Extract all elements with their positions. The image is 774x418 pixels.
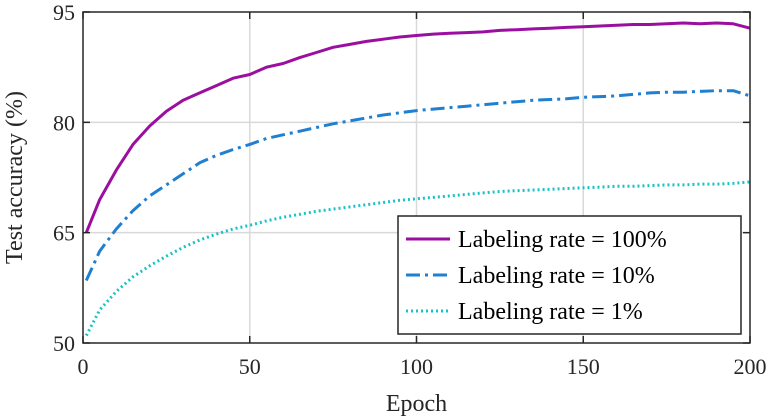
- y-tick-label: 50: [53, 331, 75, 356]
- x-tick-label: 150: [567, 354, 600, 379]
- x-axis-title: Epoch: [386, 391, 447, 417]
- legend-label-2: Labeling rate = 10%: [458, 263, 655, 289]
- x-tick-label: 0: [78, 354, 89, 379]
- legend-label-3: Labeling rate = 1%: [458, 299, 643, 325]
- x-tick-label: 50: [239, 354, 261, 379]
- x-tick-label: 200: [734, 354, 767, 379]
- series-lines: [84, 21, 751, 337]
- y-tick-label: 95: [53, 0, 75, 25]
- y-axis-title: Test accuracy (%): [2, 91, 28, 264]
- y-tick-label: 80: [53, 110, 75, 135]
- legend-box: [397, 215, 742, 335]
- legend-label-1: Labeling rate = 100%: [458, 227, 667, 253]
- series-line-3: [84, 180, 751, 337]
- series-line-1: [84, 21, 751, 234]
- x-tick-label: 100: [400, 354, 433, 379]
- legend: Labeling rate = 100% Labeling rate = 10% L…: [397, 215, 742, 335]
- series-line-2: [84, 89, 751, 282]
- y-tick-label: 65: [53, 221, 75, 246]
